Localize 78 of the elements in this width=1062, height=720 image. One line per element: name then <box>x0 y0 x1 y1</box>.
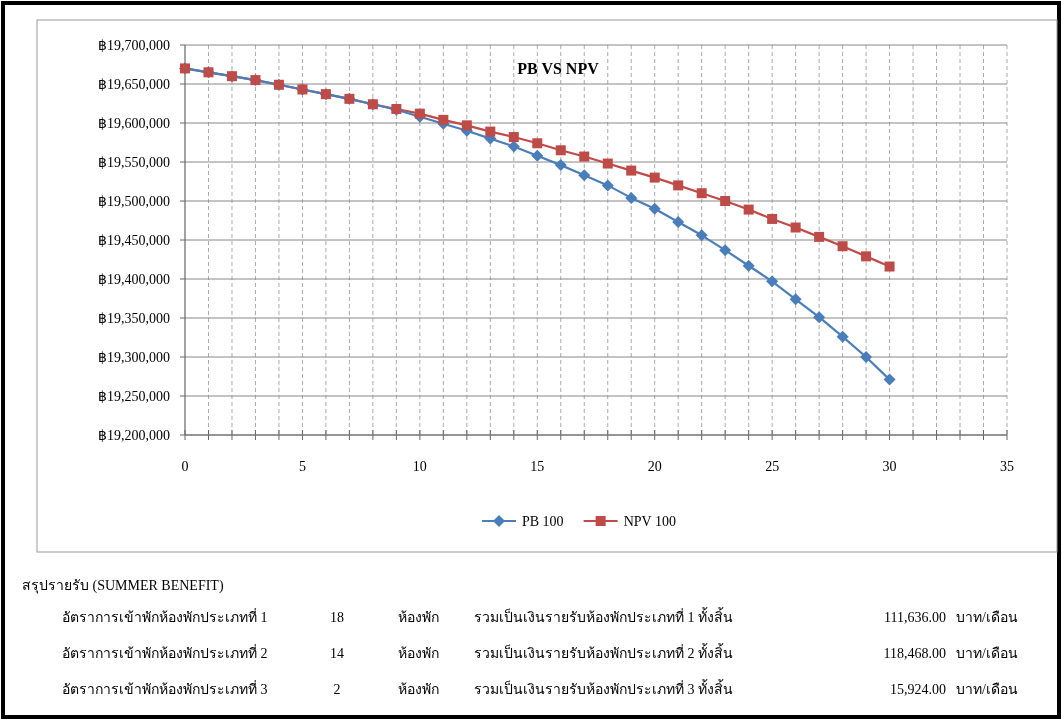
text: รวมเป็นเงินรายรับห้องพักประเภทที่ 1 ทั้งสิ้น <box>474 607 733 625</box>
text: อัตราการเข้าพักห้องพักประเภทที่ 1 <box>62 608 268 625</box>
point <box>789 293 802 306</box>
text: PB VS NPV <box>517 60 600 77</box>
text: อัตราการเข้าพักห้องพักประเภทที่ 2 <box>62 644 268 661</box>
x-tick-label: 25 <box>765 459 780 474</box>
text: 14 <box>330 646 344 661</box>
y-tick-label: ฿19,300,000 <box>98 350 170 365</box>
point <box>672 216 685 229</box>
text: ห้องพัก <box>398 610 439 625</box>
point <box>860 351 873 363</box>
y-tick-label: ฿19,600,000 <box>98 116 170 131</box>
text: บาท/เดือน <box>956 646 1018 661</box>
point <box>602 158 613 169</box>
point <box>531 149 544 162</box>
y-tick-label: ฿19,700,000 <box>98 38 170 53</box>
y-tick-label: ฿19,350,000 <box>98 311 170 326</box>
legend-label: NPV 100 <box>623 514 676 529</box>
point <box>766 275 779 288</box>
point <box>673 180 684 191</box>
point <box>554 159 567 172</box>
x-tick-label: 10 <box>412 459 427 474</box>
point <box>461 120 472 131</box>
point <box>438 114 449 125</box>
y-tick-label: ฿19,500,000 <box>98 194 170 209</box>
point <box>836 330 849 343</box>
x-tick-label: 30 <box>882 459 897 474</box>
point <box>767 213 778 224</box>
x-tick-label: 0 <box>181 459 189 474</box>
point <box>414 108 425 119</box>
x-tick-label: 5 <box>298 459 306 474</box>
point <box>813 311 826 324</box>
point <box>884 261 895 272</box>
point <box>555 145 566 156</box>
point <box>837 241 848 252</box>
point <box>883 373 896 386</box>
point <box>626 165 637 176</box>
y-tick-label: ฿19,550,000 <box>98 155 170 170</box>
text: บาท/เดือน <box>956 610 1018 625</box>
y-tick-label: ฿19,250,000 <box>98 389 170 404</box>
point <box>742 259 755 272</box>
point <box>814 231 825 242</box>
point <box>578 169 591 182</box>
y-tick-label: ฿19,450,000 <box>98 233 170 248</box>
text: 118,468.00 <box>883 646 946 661</box>
point <box>696 188 707 199</box>
legend-label: PB 100 <box>522 514 564 529</box>
text: ห้องพัก <box>398 682 439 697</box>
point <box>508 132 519 143</box>
point <box>532 138 543 149</box>
point <box>649 172 660 183</box>
x-tick-label: 35 <box>1000 459 1014 474</box>
x-tick-label: 15 <box>530 459 545 474</box>
text: 111,636.00 <box>884 610 946 625</box>
point <box>625 191 638 204</box>
point <box>790 222 801 233</box>
point <box>485 126 496 137</box>
x-tick-label: 20 <box>647 459 662 474</box>
text: 18 <box>330 610 344 625</box>
text: 15,924.00 <box>890 682 946 697</box>
text: รวมเป็นเงินรายรับห้องพักประเภทที่ 3 ทั้งสิ้น <box>474 679 733 697</box>
point <box>743 204 754 215</box>
point <box>719 244 732 257</box>
text: บาท/เดือน <box>956 682 1018 697</box>
text: อัตราการเข้าพักห้องพักประเภทที่ 3 <box>62 680 268 697</box>
point <box>579 151 590 162</box>
point <box>601 179 614 192</box>
y-tick-label: ฿19,650,000 <box>98 77 170 92</box>
point <box>648 202 661 215</box>
y-tick-label: ฿19,200,000 <box>98 428 170 443</box>
text: ห้องพัก <box>398 646 439 661</box>
point <box>695 229 708 242</box>
y-tick-label: ฿19,400,000 <box>98 272 170 287</box>
text: 2 <box>333 682 341 697</box>
point <box>720 196 731 206</box>
text: สรุปรายรับ (SUMMER BENEFIT) <box>22 578 224 594</box>
text: รวมเป็นเงินรายรับห้องพักประเภทที่ 2 ทั้งสิ้น <box>474 643 733 661</box>
point <box>861 251 872 262</box>
